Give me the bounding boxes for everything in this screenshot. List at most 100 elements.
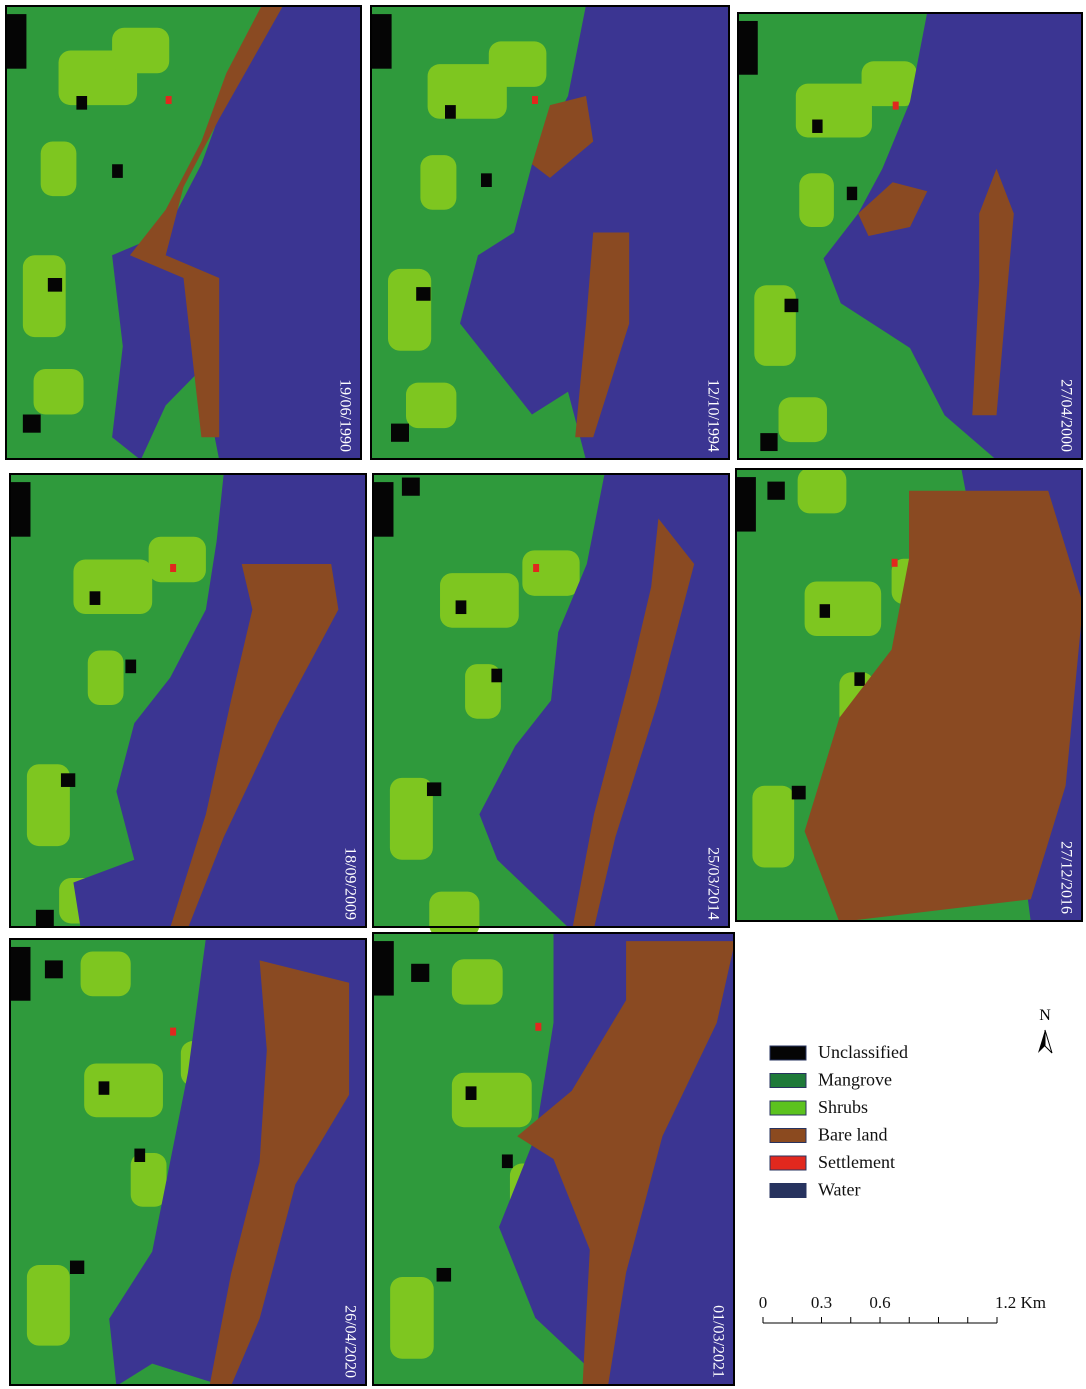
unclassified-patch bbox=[427, 782, 441, 796]
legend-swatch bbox=[770, 1129, 806, 1143]
unclassified-patch bbox=[372, 941, 394, 995]
panel-date: 12/10/1994 bbox=[704, 379, 721, 452]
scale-bar: 0 0.3 0.6 1.2 Km bbox=[759, 1293, 1046, 1323]
north-arrow-right bbox=[1045, 1030, 1052, 1053]
panel-date: 27/12/2016 bbox=[1057, 841, 1074, 914]
unclassified-patch bbox=[737, 21, 758, 75]
unclassified-patch bbox=[134, 1149, 145, 1162]
unclassified-patch bbox=[45, 960, 63, 978]
map-panel: 27/04/2000 bbox=[737, 12, 1083, 460]
scale-label: 0 bbox=[759, 1293, 768, 1312]
legend-swatch bbox=[770, 1101, 806, 1115]
north-arrow-left bbox=[1038, 1030, 1045, 1053]
unclassified-patch bbox=[812, 120, 822, 133]
settlement-patch bbox=[893, 102, 899, 110]
north-label: N bbox=[1039, 1007, 1051, 1024]
shrub-patch bbox=[805, 582, 882, 636]
legend-label: Settlement bbox=[818, 1152, 895, 1172]
map-panel: 18/09/2009 bbox=[9, 473, 367, 928]
settlement-patch bbox=[170, 1028, 176, 1036]
legend-label: Unclassified bbox=[818, 1042, 908, 1062]
legend-swatch bbox=[770, 1074, 806, 1088]
unclassified-patch bbox=[411, 964, 429, 982]
shrub-patch bbox=[452, 1073, 532, 1127]
settlement-patch bbox=[170, 564, 176, 572]
map-panels: 19/06/1990 12/10/1994 27/04/2000 18/09/2009… bbox=[5, 5, 1083, 1386]
shrub-patch bbox=[799, 173, 834, 227]
shrub-patch bbox=[406, 383, 456, 429]
legend-label: Mangrove bbox=[818, 1070, 892, 1090]
panel-date: 25/03/2014 bbox=[704, 847, 721, 920]
unclassified-patch bbox=[456, 600, 467, 614]
shrub-patch bbox=[34, 369, 84, 415]
unclassified-patch bbox=[48, 278, 62, 292]
panel-date: 01/03/2021 bbox=[709, 1305, 726, 1378]
unclassified-patch bbox=[372, 482, 393, 537]
legend-swatch bbox=[770, 1184, 806, 1198]
shrub-patch bbox=[88, 650, 124, 705]
figure: 19/06/1990 12/10/1994 27/04/2000 18/09/2009… bbox=[0, 0, 1086, 1389]
unclassified-patch bbox=[760, 433, 777, 451]
unclassified-patch bbox=[90, 591, 101, 605]
shrub-patch bbox=[440, 573, 519, 628]
shrub-patch bbox=[390, 778, 433, 860]
unclassified-patch bbox=[437, 1268, 452, 1282]
panel-date: 19/06/1990 bbox=[336, 379, 353, 452]
shrub-patch bbox=[489, 41, 547, 87]
unclassified-patch bbox=[125, 660, 136, 674]
map-panel: 25/03/2014 bbox=[372, 473, 730, 937]
shrub-patch bbox=[41, 142, 77, 197]
scale-label: 0.3 bbox=[811, 1293, 832, 1312]
shrub-patch bbox=[27, 1265, 70, 1346]
unclassified-patch bbox=[61, 773, 75, 787]
settlement-patch bbox=[892, 559, 898, 567]
shrub-patch bbox=[84, 1063, 163, 1117]
unclassified-patch bbox=[792, 786, 806, 800]
shrub-patch bbox=[754, 285, 796, 366]
unclassified-patch bbox=[502, 1154, 513, 1168]
legend-swatch bbox=[770, 1156, 806, 1170]
map-panel: 01/03/2021 bbox=[372, 932, 735, 1386]
settlement-patch bbox=[166, 96, 172, 104]
shrub-patch bbox=[452, 959, 503, 1004]
shrub-patch bbox=[752, 786, 794, 868]
north-arrow: N bbox=[1038, 1007, 1052, 1053]
scale-label: 0.6 bbox=[869, 1293, 890, 1312]
shrub-patch bbox=[862, 61, 917, 106]
unclassified-patch bbox=[847, 187, 857, 200]
scale-label: 1.2 Km bbox=[995, 1293, 1046, 1312]
shrub-patch bbox=[23, 255, 66, 337]
unclassified-patch bbox=[491, 669, 502, 683]
unclassified-patch bbox=[854, 672, 864, 686]
legend-swatch bbox=[770, 1046, 806, 1060]
unclassified-patch bbox=[36, 910, 54, 928]
unclassified-patch bbox=[99, 1081, 110, 1094]
shrub-patch bbox=[522, 550, 579, 596]
unclassified-patch bbox=[9, 482, 30, 537]
page: {"panels": [ {"date": "19/06/1990"}, {"d… bbox=[0, 0, 1086, 1389]
unclassified-patch bbox=[9, 947, 30, 1001]
settlement-patch bbox=[532, 96, 538, 104]
legend-label: Bare land bbox=[818, 1125, 887, 1145]
unclassified-patch bbox=[76, 96, 87, 110]
map-panel: 26/04/2020 bbox=[9, 938, 367, 1386]
unclassified-patch bbox=[735, 477, 756, 531]
panel-date: 27/04/2000 bbox=[1057, 379, 1074, 452]
panel-date: 18/09/2009 bbox=[341, 847, 358, 920]
shrub-patch bbox=[390, 1277, 434, 1359]
unclassified-patch bbox=[416, 287, 430, 301]
panel-date: 26/04/2020 bbox=[341, 1305, 358, 1378]
unclassified-patch bbox=[466, 1086, 477, 1100]
unclassified-patch bbox=[767, 482, 784, 500]
map-panel: 19/06/1990 bbox=[5, 5, 362, 460]
unclassified-patch bbox=[112, 164, 123, 178]
unclassified-patch bbox=[445, 105, 456, 119]
unclassified-patch bbox=[370, 14, 392, 69]
unclassified-patch bbox=[70, 1261, 84, 1274]
legend: Unclassified Mangrove Shrubs Bare land Settl… bbox=[770, 1042, 908, 1200]
unclassified-patch bbox=[785, 299, 799, 312]
settlement-patch bbox=[535, 1023, 541, 1031]
legend-label: Shrubs bbox=[818, 1097, 868, 1117]
shrub-patch bbox=[796, 84, 872, 138]
map-panel: 12/10/1994 bbox=[370, 5, 730, 460]
